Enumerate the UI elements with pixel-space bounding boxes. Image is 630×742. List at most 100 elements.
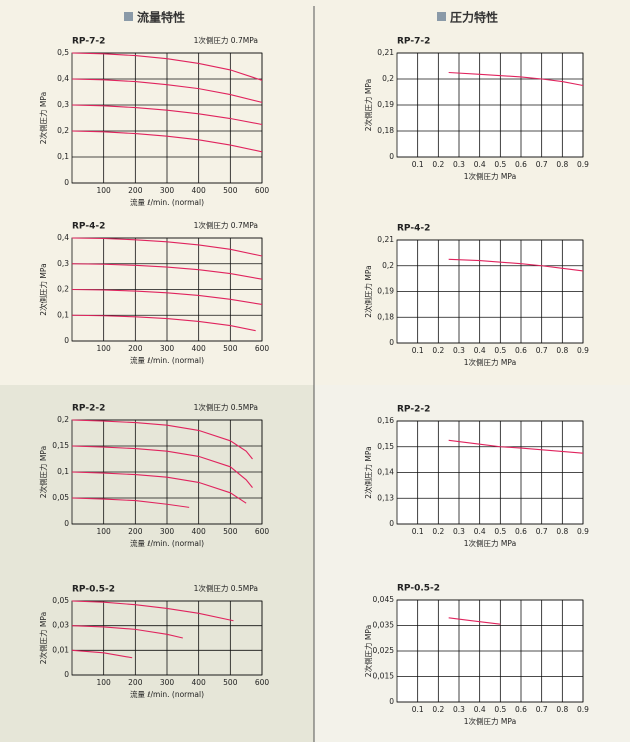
curve bbox=[71, 130, 263, 153]
y-tick-label: 0 bbox=[64, 178, 69, 187]
curve bbox=[71, 471, 247, 504]
y-tick-label: 0,015 bbox=[373, 672, 395, 681]
x-axis-label: 流量 ℓ/min. (normal) bbox=[130, 355, 204, 365]
x-tick-label: 0.8 bbox=[556, 160, 568, 169]
x-tick-label: 100 bbox=[97, 186, 112, 195]
x-tick-label: 0.6 bbox=[515, 346, 527, 355]
y-tick-label: 0,01 bbox=[52, 645, 69, 654]
x-tick-label: 0.4 bbox=[474, 705, 486, 714]
x-tick-label: 100 bbox=[97, 678, 112, 687]
x-tick-label: 300 bbox=[160, 678, 175, 687]
x-tick-label: 600 bbox=[255, 186, 270, 195]
x-tick-label: 500 bbox=[223, 344, 238, 353]
curve bbox=[71, 625, 183, 639]
y-tick-label: 0 bbox=[389, 152, 394, 161]
y-tick-label: 0,2 bbox=[382, 74, 394, 83]
x-tick-label: 0.2 bbox=[432, 346, 444, 355]
x-tick-label: 0.1 bbox=[412, 705, 424, 714]
annotation: 1次側圧力 0.5MPa bbox=[194, 583, 258, 593]
y-tick-label: 0 bbox=[64, 336, 69, 345]
curve bbox=[71, 497, 190, 508]
x-tick-label: 0.2 bbox=[432, 527, 444, 536]
x-tick-label: 0.5 bbox=[494, 705, 506, 714]
curve bbox=[71, 104, 263, 126]
x-tick-label: 0.5 bbox=[494, 527, 506, 536]
x-tick-label: 0.8 bbox=[556, 705, 568, 714]
header-icon bbox=[124, 12, 133, 21]
y-tick-label: 0,025 bbox=[373, 646, 395, 655]
x-tick-label: 0.5 bbox=[494, 346, 506, 355]
x-axis-label: 1次側圧力 MPa bbox=[464, 538, 516, 548]
chart-title: RP-7-2 bbox=[397, 37, 430, 47]
header-right: 圧力特性 bbox=[450, 10, 498, 25]
y-axis-label: 2次側圧力 MPa bbox=[363, 625, 373, 677]
x-tick-label: 0.9 bbox=[577, 346, 589, 355]
x-tick-label: 500 bbox=[223, 678, 238, 687]
x-tick-label: 400 bbox=[192, 344, 207, 353]
x-tick-label: 0.1 bbox=[412, 346, 424, 355]
curve bbox=[71, 649, 133, 659]
header-icon bbox=[437, 12, 446, 21]
chart-title: RP-4-2 bbox=[397, 224, 430, 234]
y-axis-label: 2次側圧力 MPa bbox=[38, 263, 48, 315]
y-tick-label: 0,05 bbox=[52, 596, 69, 605]
x-tick-label: 400 bbox=[192, 186, 207, 195]
bottom-left-band bbox=[0, 385, 314, 742]
curve bbox=[71, 263, 263, 280]
x-tick-label: 0.6 bbox=[515, 160, 527, 169]
x-tick-label: 400 bbox=[192, 678, 207, 687]
y-tick-label: 0,15 bbox=[377, 442, 394, 451]
curve bbox=[448, 71, 584, 87]
y-tick-label: 0,14 bbox=[377, 468, 394, 477]
annotation: 1次側圧力 0.5MPa bbox=[194, 402, 258, 412]
x-tick-label: 300 bbox=[160, 344, 175, 353]
x-tick-label: 0.6 bbox=[515, 705, 527, 714]
y-tick-label: 0,2 bbox=[382, 261, 394, 270]
y-tick-label: 0,1 bbox=[57, 310, 69, 319]
x-tick-label: 0.8 bbox=[556, 527, 568, 536]
x-tick-label: 0.1 bbox=[412, 527, 424, 536]
x-tick-label: 0.4 bbox=[474, 527, 486, 536]
y-tick-label: 0,18 bbox=[377, 126, 394, 135]
y-axis-label: 2次側圧力 MPa bbox=[38, 446, 48, 498]
y-axis-label: 2次側圧力 MPa bbox=[363, 265, 373, 317]
x-tick-label: 0.7 bbox=[536, 160, 548, 169]
x-tick-label: 0.7 bbox=[536, 705, 548, 714]
y-tick-label: 0 bbox=[389, 697, 394, 706]
curve bbox=[71, 52, 263, 81]
header-left: 流量特性 bbox=[137, 10, 185, 25]
x-tick-label: 0.2 bbox=[432, 705, 444, 714]
y-tick-label: 0,18 bbox=[377, 312, 394, 321]
y-tick-label: 0,035 bbox=[373, 621, 395, 630]
annotation: 1次側圧力 0.7MPa bbox=[194, 220, 258, 230]
x-tick-label: 0.1 bbox=[412, 160, 424, 169]
y-tick-label: 0,16 bbox=[377, 416, 394, 425]
y-tick-label: 0 bbox=[389, 519, 394, 528]
y-axis-label: 2次側圧力 MPa bbox=[38, 92, 48, 144]
x-tick-label: 200 bbox=[128, 344, 143, 353]
chart-title: RP-0.5-2 bbox=[397, 584, 440, 594]
x-tick-label: 200 bbox=[128, 527, 143, 536]
y-tick-label: 0,1 bbox=[57, 152, 69, 161]
y-tick-label: 0,21 bbox=[377, 235, 394, 244]
chart-title: RP-2-2 bbox=[397, 405, 430, 415]
x-tick-label: 600 bbox=[255, 527, 270, 536]
x-tick-label: 0.3 bbox=[453, 705, 465, 714]
annotation: 1次側圧力 0.7MPa bbox=[194, 35, 258, 45]
x-tick-label: 100 bbox=[97, 344, 112, 353]
x-tick-label: 0.9 bbox=[577, 160, 589, 169]
x-tick-label: 300 bbox=[160, 186, 175, 195]
x-axis-label: 1次側圧力 MPa bbox=[464, 171, 516, 181]
x-tick-label: 400 bbox=[192, 527, 207, 536]
y-tick-label: 0,3 bbox=[57, 100, 69, 109]
x-tick-label: 200 bbox=[128, 186, 143, 195]
curve bbox=[448, 258, 584, 272]
x-tick-label: 0.9 bbox=[577, 527, 589, 536]
y-tick-label: 0,3 bbox=[57, 259, 69, 268]
curve bbox=[71, 600, 234, 622]
y-tick-label: 0,21 bbox=[377, 48, 394, 57]
x-tick-label: 200 bbox=[128, 678, 143, 687]
y-tick-label: 0 bbox=[389, 338, 394, 347]
x-tick-label: 0.9 bbox=[577, 705, 589, 714]
